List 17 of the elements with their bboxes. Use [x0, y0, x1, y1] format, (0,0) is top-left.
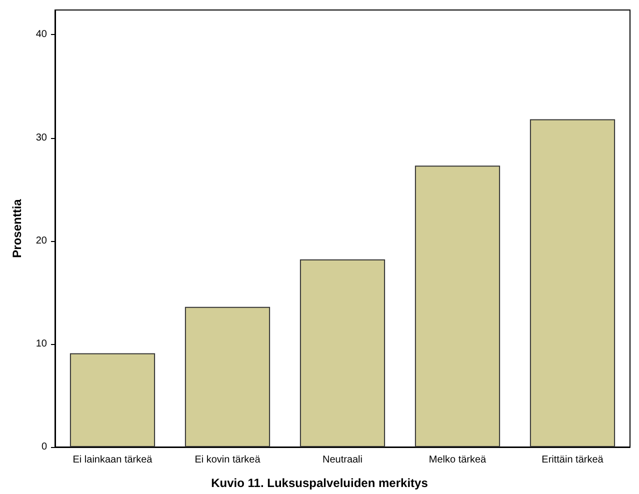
- x-tick-label: Neutraali: [322, 454, 363, 466]
- bar: [530, 119, 616, 447]
- x-tick-label: Melko tärkeä: [428, 454, 487, 466]
- x-tick-label: Ei kovin tärkeä: [194, 454, 261, 466]
- y-tick-label: 40: [36, 29, 48, 40]
- bar: [70, 353, 156, 447]
- x-tick-label: Ei lainkaan tärkeä: [72, 454, 153, 466]
- x-tick-label: Erittäin tärkeä: [542, 454, 604, 466]
- y-tick-label: 10: [36, 338, 48, 350]
- y-tick-label: 0: [41, 442, 48, 452]
- bar: [414, 166, 500, 447]
- text: Kuvio 11. Luksuspalveluiden merkitys: [211, 476, 428, 490]
- y-tick-label: 30: [36, 132, 48, 144]
- y-tick-label: 20: [36, 235, 48, 246]
- bar: [300, 259, 386, 447]
- bar: [184, 306, 270, 447]
- y-axis-title: Prosenttia: [10, 198, 24, 258]
